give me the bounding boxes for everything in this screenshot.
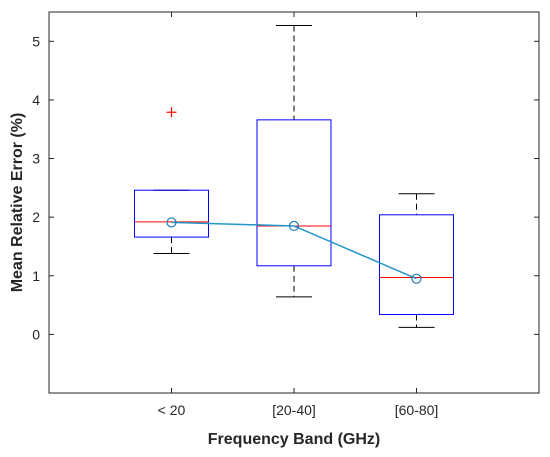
y-tick-label: 3 bbox=[32, 151, 40, 167]
box-iqr bbox=[134, 189, 209, 238]
y-tick-label: 5 bbox=[32, 33, 40, 49]
axis-ticks: 0 1 2 3 4 5 < 20 [20-40] [60-80] bbox=[32, 12, 539, 418]
outlier-marker bbox=[166, 107, 177, 118]
y-tick-label: 1 bbox=[32, 268, 40, 284]
x-tick-label: [20-40] bbox=[272, 402, 316, 418]
mean-point bbox=[411, 273, 422, 284]
x-tick-label: < 20 bbox=[158, 402, 186, 418]
mean-point bbox=[288, 220, 300, 232]
y-tick-label: 4 bbox=[32, 92, 40, 108]
x-tick-label: [60-80] bbox=[395, 402, 439, 418]
mean-point bbox=[166, 217, 177, 228]
y-tick-label: 2 bbox=[32, 209, 40, 225]
box-iqr bbox=[256, 119, 332, 267]
y-axis-title: Mean Relative Error (%) bbox=[9, 113, 26, 293]
plot-marks bbox=[134, 24, 454, 328]
box-iqr bbox=[379, 214, 454, 315]
y-tick-label: 0 bbox=[32, 326, 40, 342]
x-axis-title: Frequency Band (GHz) bbox=[208, 431, 380, 448]
mean-series-line bbox=[171, 221, 417, 280]
